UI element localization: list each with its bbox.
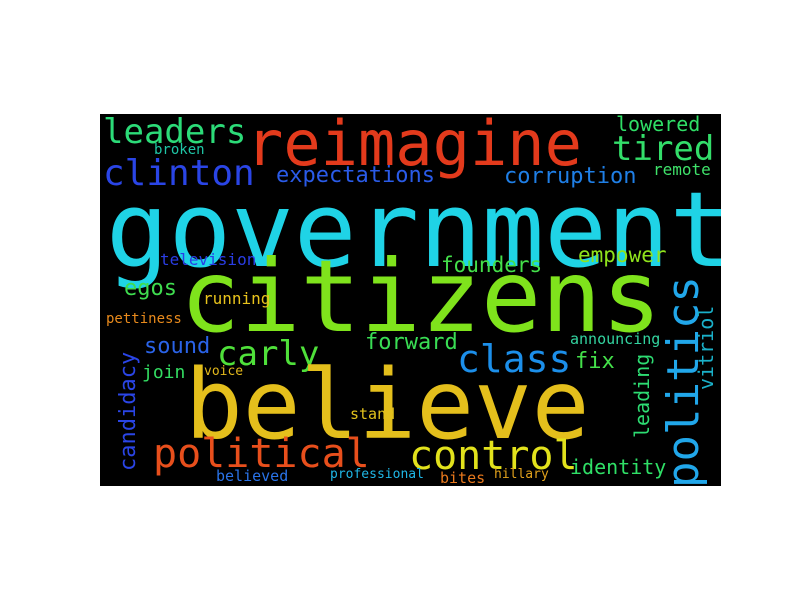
word-control: control [409, 433, 578, 479]
word-citizens: citizens [180, 238, 662, 355]
word-vitriol: vitriol [694, 305, 718, 390]
word-expectations: expectations [276, 163, 435, 188]
word-egos: egos [124, 276, 177, 301]
word-hillary: hillary [494, 467, 549, 482]
word-carly: carly [217, 334, 320, 374]
word-clinton: clinton [103, 153, 255, 194]
word-government: government [106, 169, 721, 291]
word-reimagine: reimagine [246, 114, 582, 180]
word-running: running [203, 289, 271, 308]
word-sound: sound [144, 334, 211, 359]
word-voice: voice [204, 364, 244, 379]
word-corruption: corruption [504, 164, 637, 189]
word-forward: forward [365, 330, 458, 355]
word-bites: bites [440, 469, 486, 486]
word-believe: believe [185, 349, 590, 461]
word-fix: fix [575, 349, 615, 374]
word-television: television [160, 250, 257, 269]
word-lowered: lowered [616, 114, 701, 136]
word-empower: empower [578, 243, 667, 267]
word-professional: professional [330, 467, 424, 482]
word-candidacy: candidacy [116, 351, 141, 471]
word-remote: remote [653, 160, 711, 179]
word-identity: identity [570, 455, 667, 479]
word-stand: stand [350, 405, 396, 423]
word-founders: founders [441, 253, 543, 277]
word-join: join [142, 362, 186, 383]
word-political: political [153, 431, 370, 477]
word-cloud: reimagine leaders lowered tired broken c… [100, 114, 721, 486]
word-leaders: leaders [103, 114, 247, 152]
word-pettiness: pettiness [106, 311, 182, 327]
word-leading: leading [630, 353, 654, 438]
word-tired: tired [612, 129, 715, 169]
word-announcing: announcing [570, 330, 661, 348]
word-believed: believed [216, 467, 289, 485]
word-class: class [457, 337, 572, 381]
word-broken: broken [154, 142, 205, 158]
